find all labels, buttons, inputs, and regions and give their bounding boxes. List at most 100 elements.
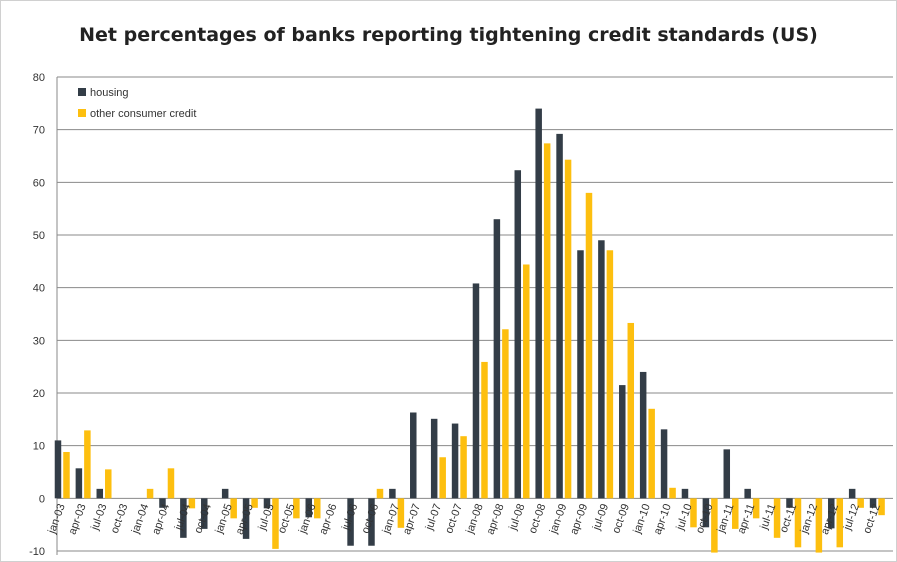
y-tick-label: 10 xyxy=(33,441,45,453)
y-tick-label: 80 xyxy=(33,72,45,84)
bar-consumer-credit xyxy=(836,498,844,548)
x-tick-label: oct-03 xyxy=(109,502,131,535)
bar-housing xyxy=(221,488,229,499)
bar-housing xyxy=(514,170,522,499)
bar-housing xyxy=(159,498,166,508)
bar-housing xyxy=(389,488,396,499)
x-tick-label: apr-10 xyxy=(652,502,674,536)
bar-housing xyxy=(598,240,605,499)
y-tick-label: 30 xyxy=(33,335,45,347)
bar-consumer-credit xyxy=(606,250,614,499)
bar-consumer-credit xyxy=(167,468,175,499)
y-tick-label: 0 xyxy=(39,493,45,505)
legend-swatch xyxy=(78,88,86,96)
bar-housing xyxy=(619,385,626,499)
bar-consumer-credit xyxy=(815,498,823,553)
bar-consumer-credit xyxy=(732,498,739,529)
x-tick-label: oct-12 xyxy=(861,502,883,535)
x-tick-label: apr-11 xyxy=(736,502,758,535)
bar-housing xyxy=(828,498,835,529)
bar-housing xyxy=(96,488,104,499)
bar-consumer-credit xyxy=(690,498,697,528)
legend: housing other consumer credit xyxy=(78,87,196,120)
chart-title: Net percentages of banks reporting tight… xyxy=(79,24,818,46)
bar-consumer-credit xyxy=(878,498,885,516)
bar-consumer-credit xyxy=(502,329,509,499)
x-tick-label: jan-05 xyxy=(213,502,235,536)
bar-housing xyxy=(702,498,710,528)
y-tick-label: -10 xyxy=(29,546,45,558)
legend-label: housing xyxy=(90,87,129,99)
bar-consumer-credit xyxy=(669,487,676,499)
bar-consumer-credit xyxy=(272,498,279,549)
bar-housing xyxy=(786,498,793,508)
bar-consumer-credit xyxy=(543,143,551,499)
bar-consumer-credit xyxy=(585,192,593,499)
y-tick-labels: -10 0 10 20 30 40 50 60 70 80 xyxy=(29,72,45,558)
bar-housing xyxy=(410,412,417,499)
bar-housing xyxy=(180,498,187,538)
y-tick-label: 50 xyxy=(33,230,45,242)
bar-housing xyxy=(493,219,501,499)
x-tick-label: apr-04 xyxy=(150,502,172,536)
bar-consumer-credit xyxy=(439,457,446,499)
x-tick-label: apr-06 xyxy=(317,502,339,536)
bar-consumer-credit xyxy=(188,498,196,509)
bar-consumer-credit xyxy=(711,498,718,553)
x-tick-label: jan-08 xyxy=(464,502,486,536)
bars xyxy=(54,108,885,553)
bar-consumer-credit xyxy=(105,469,112,499)
bar-consumer-credit xyxy=(794,498,802,548)
x-tick-label: oct-08 xyxy=(527,502,549,535)
x-tick-label: jan-06 xyxy=(296,502,318,536)
bar-consumer-credit xyxy=(460,436,467,499)
bar-housing xyxy=(451,423,459,499)
bar-housing xyxy=(347,498,354,546)
x-tick-label: apr-08 xyxy=(485,502,507,536)
x-tick-label: jul-09 xyxy=(590,502,611,532)
x-tick-label: apr-03 xyxy=(67,502,89,536)
bar-housing xyxy=(848,488,856,499)
x-tick-label: jul-04 xyxy=(172,502,193,532)
bar-consumer-credit xyxy=(63,451,70,499)
bar-consumer-credit xyxy=(376,488,384,499)
bar-consumer-credit xyxy=(752,498,760,519)
bar-consumer-credit xyxy=(397,498,405,528)
bar-housing xyxy=(660,429,668,499)
y-tick-label: 20 xyxy=(33,388,45,400)
x-tick-label: oct-07 xyxy=(443,502,465,535)
bar-consumer-credit xyxy=(523,264,530,499)
bar-consumer-credit xyxy=(564,159,572,499)
x-tick-label: jul-03 xyxy=(89,502,110,532)
bar-housing xyxy=(535,108,542,499)
bar-housing xyxy=(472,283,480,499)
bar-housing xyxy=(201,498,208,529)
bar-consumer-credit xyxy=(230,498,237,519)
bar-housing xyxy=(577,250,584,499)
x-tick-label: jul-12 xyxy=(841,502,862,532)
legend-swatch xyxy=(78,109,86,117)
bar-consumer-credit xyxy=(481,361,488,499)
x-tick-label: jan-10 xyxy=(631,502,653,536)
bar-housing xyxy=(430,418,438,499)
x-tick-label: jan-09 xyxy=(547,502,569,536)
bar-housing xyxy=(75,468,83,499)
x-tick-label: apr-09 xyxy=(568,502,590,536)
bar-housing xyxy=(263,498,271,509)
x-tick-label: jan-04 xyxy=(129,502,151,536)
bar-housing xyxy=(744,488,751,499)
bar-housing xyxy=(723,449,731,499)
bar-housing xyxy=(54,440,62,499)
bar-housing xyxy=(556,133,563,499)
x-tick-label: oct-05 xyxy=(276,502,298,535)
bar-consumer-credit xyxy=(314,498,321,519)
bar-consumer-credit xyxy=(648,408,655,499)
bar-consumer-credit xyxy=(293,498,300,519)
x-tick-label: jan-03 xyxy=(46,502,68,536)
bar-consumer-credit xyxy=(84,430,91,499)
y-tick-label: 60 xyxy=(33,177,45,189)
bar-consumer-credit xyxy=(627,322,635,499)
x-tick-label: apr-05 xyxy=(234,502,256,536)
bar-consumer-credit xyxy=(857,498,864,508)
